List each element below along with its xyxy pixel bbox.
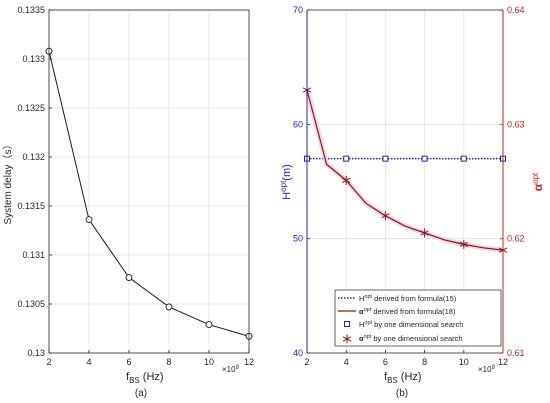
legend-label-alpha-search: αopt by one dimensional search	[359, 334, 463, 343]
panel-b-x-axis-label: fBS (Hz)	[384, 371, 422, 385]
legend-label-h-search: Hopt by one dimensional search	[359, 320, 463, 329]
x-tick-label: 8	[422, 357, 427, 367]
alpha-search-point	[342, 175, 351, 185]
delay-data-point	[125, 274, 133, 281]
legend-label-h-formula: Hopt derived from formula(15)	[359, 294, 457, 303]
y-tick-label: 0.13	[27, 348, 45, 358]
x-tick-label: 8	[166, 357, 171, 367]
h-search-point	[460, 155, 467, 162]
asterisk-stroke	[381, 213, 390, 219]
x-tick-label: 2	[46, 357, 51, 367]
panel-b-left-y-axis-label: Hopt(m)	[279, 164, 293, 200]
h-search-point	[421, 155, 428, 162]
left-y-tick-label: 60	[293, 119, 303, 129]
delay-series-line	[48, 51, 250, 337]
x-tick-label: 10	[459, 357, 469, 367]
x-tick-label: 4	[344, 357, 349, 367]
panel-b-right-y-tick-labels: 0.61 0.62 0.63 0.64	[507, 5, 525, 358]
panel-a-x-exponent: ×109	[222, 365, 240, 374]
y-tick-label: 0.1305	[17, 299, 45, 309]
right-y-tick-label: 0.62	[507, 234, 525, 244]
panel-b-optimal-params-chart: 2 4 6 8 10 12 40 50 60 70 0.61 0.62 0.63 0.64 fBS (…	[279, 5, 545, 399]
panel-a-delay-chart: 2 4 6 8 10 12 0.13 0.1305 0.131 0.1315 0.132 0.132…	[2, 5, 254, 399]
panel-a-y-axis-label: System delay（s）	[2, 139, 14, 224]
left-y-tick-label: 70	[293, 5, 303, 15]
right-y-tick-label: 0.63	[507, 119, 525, 129]
panel-b-series	[302, 85, 508, 255]
x-tick-label: 12	[244, 357, 254, 367]
panel-a-y-tick-labels: 0.13 0.1305 0.131 0.1315 0.132 0.1325 0.133 0.1…	[17, 5, 45, 358]
legend-square-marker-swatch	[344, 321, 350, 327]
y-tick-label: 0.133	[22, 54, 45, 64]
panel-a-plot-area	[49, 10, 249, 353]
y-tick-label: 0.1325	[17, 103, 45, 113]
panel-b-x-exponent: ×109	[478, 365, 496, 374]
alpha-search-point	[459, 239, 468, 249]
alpha-search-point	[381, 211, 390, 221]
delay-data-point	[165, 303, 173, 311]
x-tick-label: 2	[304, 357, 309, 367]
legend-entry-alpha-formula: αopt derived from formula(18)	[338, 307, 456, 316]
y-tick-label: 0.132	[22, 152, 45, 162]
panel-b-right-y-axis-label: αopt	[531, 172, 545, 191]
panel-a-x-axis-label: fBS (Hz)	[126, 371, 164, 385]
x-tick-label: 10	[204, 357, 214, 367]
panel-a-caption: (a)	[135, 388, 147, 399]
x-tick-label: 6	[383, 357, 388, 367]
legend-entry-alpha-search: αopt by one dimensional search	[342, 334, 463, 344]
asterisk-stroke	[342, 177, 351, 183]
asterisk-stroke	[420, 230, 429, 236]
alpha-formula-line	[306, 89, 504, 251]
panel-a-axes-box	[48, 9, 250, 354]
right-y-tick-label: 0.64	[507, 5, 525, 15]
h-search-point	[343, 155, 350, 162]
panel-b-x-tick-labels: 2 4 6 8 10 12	[304, 357, 508, 367]
x-tick-label: 12	[498, 357, 508, 367]
alpha-search-point	[420, 228, 429, 238]
y-tick-label: 0.1315	[17, 201, 45, 211]
left-y-tick-label: 40	[293, 348, 303, 358]
y-tick-label: 0.1335	[17, 5, 45, 15]
delay-data-point	[85, 216, 93, 224]
left-y-tick-label: 50	[293, 234, 303, 244]
asterisk-stroke	[459, 241, 468, 248]
panel-b-caption: (b)	[396, 388, 408, 399]
legend-entry-h-formula: Hopt derived from formula(15)	[338, 294, 457, 303]
x-tick-label: 6	[126, 357, 131, 367]
legend-entry-h-search: Hopt by one dimensional search	[344, 320, 463, 329]
panel-a-x-tick-labels: 2 4 6 8 10 12	[46, 357, 254, 367]
legend-asterisk-marker-swatch	[342, 334, 352, 344]
panel-b-legend: Hopt derived from formula(15) αopt deriv…	[334, 289, 502, 347]
legend-box	[334, 289, 502, 347]
y-tick-label: 0.131	[22, 250, 45, 260]
x-tick-label: 4	[86, 357, 91, 367]
h-search-point	[382, 155, 389, 162]
delay-data-point	[205, 321, 213, 329]
right-y-tick-label: 0.61	[507, 348, 525, 358]
panel-b-left-y-tick-labels: 40 50 60 70	[293, 5, 303, 358]
legend-label-alpha-formula: αopt derived from formula(18)	[359, 307, 456, 316]
